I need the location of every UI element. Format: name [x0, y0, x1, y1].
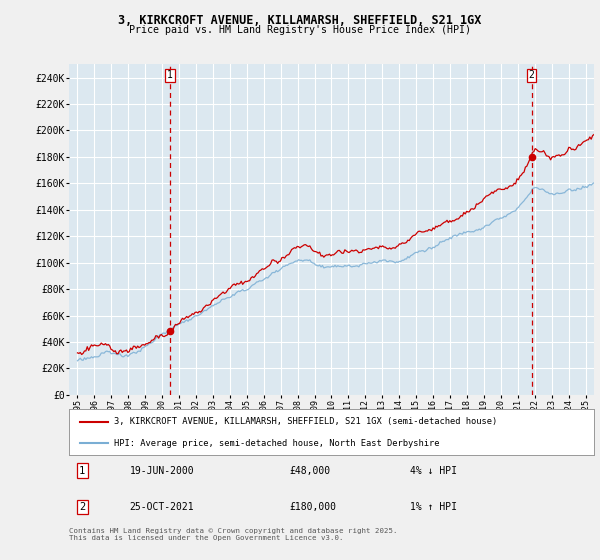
- Text: 3, KIRKCROFT AVENUE, KILLAMARSH, SHEFFIELD, S21 1GX: 3, KIRKCROFT AVENUE, KILLAMARSH, SHEFFIE…: [118, 14, 482, 27]
- Text: 2: 2: [529, 71, 535, 80]
- Text: 1% ↑ HPI: 1% ↑ HPI: [410, 502, 457, 512]
- Text: 2: 2: [79, 502, 85, 512]
- Text: 19-JUN-2000: 19-JUN-2000: [130, 466, 194, 476]
- Text: Contains HM Land Registry data © Crown copyright and database right 2025.
This d: Contains HM Land Registry data © Crown c…: [69, 528, 398, 540]
- Text: £180,000: £180,000: [290, 502, 337, 512]
- Text: 1: 1: [79, 466, 85, 476]
- Text: HPI: Average price, semi-detached house, North East Derbyshire: HPI: Average price, semi-detached house,…: [113, 438, 439, 448]
- Text: 3, KIRKCROFT AVENUE, KILLAMARSH, SHEFFIELD, S21 1GX (semi-detached house): 3, KIRKCROFT AVENUE, KILLAMARSH, SHEFFIE…: [113, 417, 497, 426]
- Text: 4% ↓ HPI: 4% ↓ HPI: [410, 466, 457, 476]
- Text: Price paid vs. HM Land Registry's House Price Index (HPI): Price paid vs. HM Land Registry's House …: [129, 25, 471, 35]
- Text: 25-OCT-2021: 25-OCT-2021: [130, 502, 194, 512]
- Text: £48,000: £48,000: [290, 466, 331, 476]
- Text: 1: 1: [167, 71, 173, 80]
